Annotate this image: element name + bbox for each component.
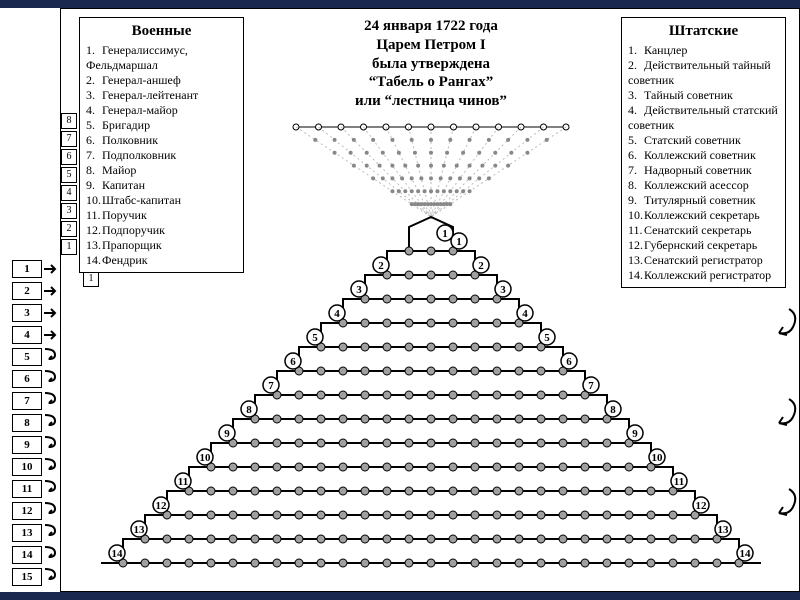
svg-text:5: 5 — [544, 332, 550, 344]
rank-item: 3.Тайный советник — [628, 88, 779, 103]
outer-rank-box: 2 — [12, 282, 42, 300]
svg-text:7: 7 — [588, 380, 594, 392]
svg-text:3: 3 — [500, 284, 506, 296]
rank-item: 13.Прапорщик — [86, 238, 237, 253]
right-arrow-icon — [43, 284, 57, 298]
svg-text:4: 4 — [522, 308, 528, 320]
svg-text:14: 14 — [112, 548, 124, 560]
rank-item: 7.Надворный советник — [628, 163, 779, 178]
outer-rank-box: 13 — [12, 524, 42, 542]
return-arrow-icon — [43, 390, 57, 404]
rank-item: 4.Генерал-майор — [86, 103, 237, 118]
return-arrow-icon — [43, 566, 57, 580]
outer-rank-boxes: 123456789101112131415 — [12, 260, 46, 590]
svg-text:8: 8 — [246, 404, 252, 416]
outer-rank-box: 5 — [12, 348, 42, 366]
rank-item: 1.Генералиссимус, Фельдмаршал — [86, 43, 237, 73]
rank-item: 8.Коллежский асессор — [628, 178, 779, 193]
return-arrow-icon — [43, 368, 57, 382]
svg-text:9: 9 — [224, 428, 230, 440]
return-arrow-icon — [43, 434, 57, 448]
outer-rank-box: 1 — [12, 260, 42, 278]
svg-text:2: 2 — [478, 260, 484, 272]
svg-text:5: 5 — [312, 332, 318, 344]
return-arrow-icon — [43, 522, 57, 536]
rank-item: 6.Коллежский советник — [628, 148, 779, 163]
rank-item: 3.Генерал-лейтенант — [86, 88, 237, 103]
outer-rank-box: 9 — [12, 436, 42, 454]
outer-rank-box: 10 — [12, 458, 42, 476]
return-arrow-icon — [43, 456, 57, 470]
civil-ranks-box: Штатские 1.Канцлер2.Действительный тайны… — [621, 17, 786, 288]
outer-rank-box: 12 — [12, 502, 42, 520]
svg-text:6: 6 — [290, 356, 296, 368]
military-ranks-box: Военные 1.Генералиссимус, Фельдмаршал2.Г… — [79, 17, 244, 273]
svg-text:1: 1 — [456, 236, 462, 248]
svg-text:12: 12 — [696, 500, 708, 512]
outer-rank-box: 8 — [12, 414, 42, 432]
return-arrow-icon — [43, 346, 57, 360]
rank-item: 2.Действительный тайный советник — [628, 58, 779, 88]
return-arrow-icon — [43, 412, 57, 426]
svg-text:6: 6 — [566, 356, 572, 368]
svg-text:1: 1 — [442, 228, 448, 240]
rank-item: 9.Капитан — [86, 178, 237, 193]
outer-rank-box: 7 — [12, 392, 42, 410]
rank-item: 2.Генерал-аншеф — [86, 73, 237, 88]
rank-item: 6.Полковник — [86, 133, 237, 148]
rank-item: 12.Губернский секретарь — [628, 238, 779, 253]
svg-text:3: 3 — [356, 284, 362, 296]
right-arrow-icon — [43, 262, 57, 276]
rank-item: 7.Подполковник — [86, 148, 237, 163]
svg-text:13: 13 — [134, 524, 146, 536]
outer-rank-box: 11 — [12, 480, 42, 498]
outer-rank-box: 15 — [12, 568, 42, 586]
return-arrow-icon — [43, 478, 57, 492]
svg-text:9: 9 — [632, 428, 638, 440]
svg-text:7: 7 — [268, 380, 274, 392]
military-heading: Военные — [86, 22, 237, 41]
svg-text:8: 8 — [610, 404, 616, 416]
svg-text:4: 4 — [334, 308, 340, 320]
svg-text:2: 2 — [378, 260, 384, 272]
rank-item: 11.Сенатский секретарь — [628, 223, 779, 238]
rank-item: 8.Майор — [86, 163, 237, 178]
svg-text:10: 10 — [200, 452, 212, 464]
military-list: 1.Генералиссимус, Фельдмаршал2.Генерал-а… — [86, 43, 237, 268]
rank-item: 5.Статский советник — [628, 133, 779, 148]
svg-text:12: 12 — [156, 500, 168, 512]
svg-text:13: 13 — [718, 524, 730, 536]
return-arrow-icon — [43, 544, 57, 558]
rank-item: 4.Действительный статский советник — [628, 103, 779, 133]
right-arrow-icon — [43, 306, 57, 320]
main-diagram-area: 24 января 1722 года Царем Петром I была … — [60, 8, 800, 592]
outer-rank-box: 4 — [12, 326, 42, 344]
outer-rank-box: 3 — [12, 304, 42, 322]
svg-text:11: 11 — [674, 476, 684, 488]
rank-item: 10.Коллежский секретарь — [628, 208, 779, 223]
svg-text:11: 11 — [178, 476, 188, 488]
return-arrow-icon — [43, 500, 57, 514]
rank-item: 12.Подпоручик — [86, 223, 237, 238]
rank-item: 10.Штабс-капитан — [86, 193, 237, 208]
rank-item: 1.Канцлер — [628, 43, 779, 58]
right-arrow-icon — [43, 328, 57, 342]
rank-item: 14.Фендрик — [86, 253, 237, 268]
civil-list: 1.Канцлер2.Действительный тайный советни… — [628, 43, 779, 283]
svg-text:10: 10 — [652, 452, 664, 464]
outer-rank-box: 6 — [12, 370, 42, 388]
svg-text:14: 14 — [740, 548, 752, 560]
outer-rank-box: 14 — [12, 546, 42, 564]
rank-item: 5.Бригадир — [86, 118, 237, 133]
civil-heading: Штатские — [628, 22, 779, 41]
rank-item: 11.Поручик — [86, 208, 237, 223]
rank-item: 14.Коллежский регистратор — [628, 268, 779, 283]
rank-item: 13.Сенатский регистратор — [628, 253, 779, 268]
rank-item: 9.Титулярный советник — [628, 193, 779, 208]
